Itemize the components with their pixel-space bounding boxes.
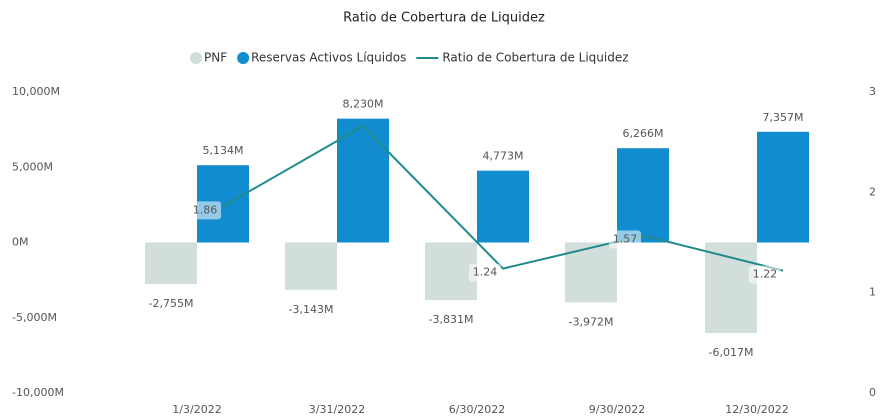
y2-tick-label: 0 xyxy=(869,386,876,399)
y-tick-label: 5,000M xyxy=(12,160,53,173)
x-tick-label: 3/31/2022 xyxy=(309,403,365,416)
legend-swatch xyxy=(237,52,250,64)
data-label: 7,357M xyxy=(763,111,804,124)
x-tick-label: 1/3/2022 xyxy=(172,403,221,416)
data-label: -6,017M xyxy=(709,346,754,359)
bar xyxy=(617,148,669,243)
bar xyxy=(705,242,757,334)
data-label-bg xyxy=(469,263,501,282)
legend-label: Reservas Activos Líquidos xyxy=(251,51,406,65)
data-label-bg xyxy=(749,265,781,284)
data-label: 8,230M xyxy=(343,98,384,111)
x-tick-label: 9/30/2022 xyxy=(589,403,645,416)
data-label: 1.57 xyxy=(613,232,638,245)
legend-swatch xyxy=(190,52,202,64)
data-label: 4,773M xyxy=(483,150,524,163)
x-tick-label: 12/30/2022 xyxy=(725,403,788,416)
y2-tick-label: 1 xyxy=(869,286,876,299)
legend-label: Ratio de Cobertura de Liquidez xyxy=(442,51,628,65)
data-label: -3,972M xyxy=(569,315,614,328)
data-label: 1.86 xyxy=(193,203,218,216)
x-tick-label: 6/30/2022 xyxy=(449,403,505,416)
bar xyxy=(757,131,809,243)
y2-tick-label: 2 xyxy=(869,185,876,198)
bar xyxy=(425,242,477,301)
y-tick-label: 0M xyxy=(12,236,29,249)
bar xyxy=(145,242,197,284)
data-label: 1.22 xyxy=(753,268,778,281)
data-label: -3,143M xyxy=(289,303,334,316)
bar xyxy=(477,170,529,243)
line xyxy=(222,124,784,272)
bar xyxy=(285,242,337,290)
data-label: -3,831M xyxy=(429,313,474,326)
data-label-bg xyxy=(189,201,221,220)
legend-label: PNF xyxy=(204,51,227,65)
chart-title: Ratio de Cobertura de Liquidez xyxy=(343,11,545,26)
y-tick-label: 10,000M xyxy=(12,85,60,98)
bar xyxy=(337,118,389,243)
y-tick-label: -10,000M xyxy=(12,386,64,399)
data-label: -2,755M xyxy=(149,297,194,310)
y2-tick-label: 3 xyxy=(869,85,876,98)
data-label: 5,134M xyxy=(203,144,244,157)
data-label: 1.24 xyxy=(473,266,498,279)
data-label: 6,266M xyxy=(623,127,664,140)
data-label-bg xyxy=(609,230,641,249)
y-tick-label: -5,000M xyxy=(12,311,57,324)
